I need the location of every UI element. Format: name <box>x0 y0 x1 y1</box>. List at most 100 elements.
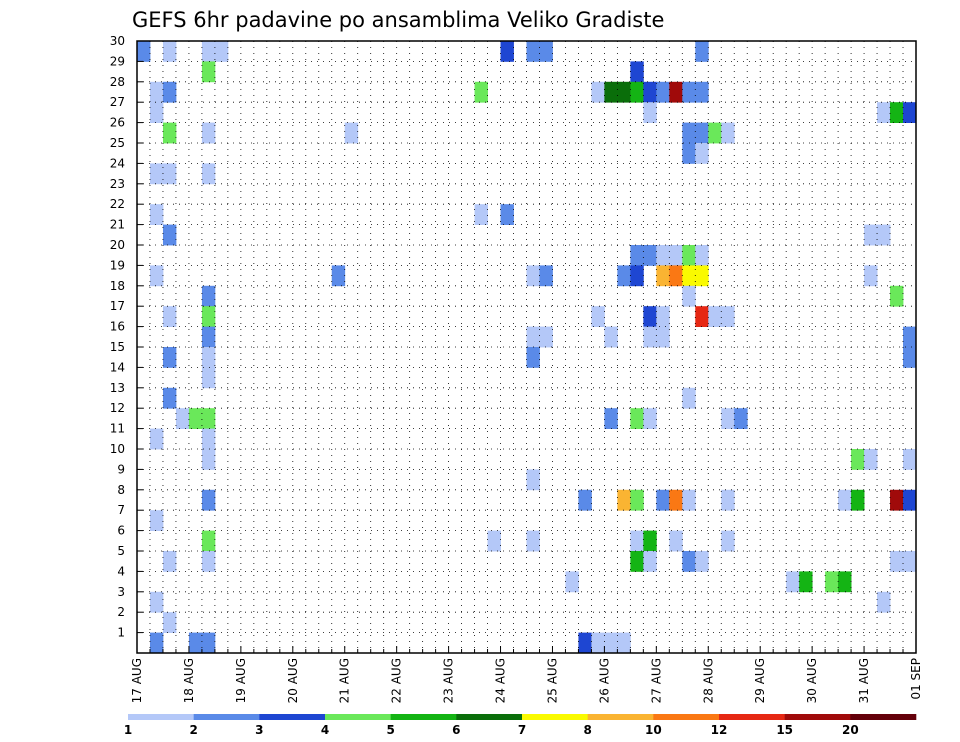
colorbar-label: 12 <box>711 723 728 737</box>
precip-cell <box>721 530 735 552</box>
precip-cell <box>864 265 878 287</box>
precip-cell <box>786 571 800 593</box>
precip-cell <box>162 224 177 246</box>
y-tick-label: 12 <box>110 401 125 415</box>
y-tick-label: 14 <box>110 360 125 374</box>
precip-cell <box>201 41 216 62</box>
precip-cell <box>656 306 670 327</box>
precip-cell <box>656 265 670 287</box>
y-tick-label: 3 <box>117 585 125 599</box>
x-axis-tick-labels: 17 AUG 18 AUG 19 AUG 20 AUG 21 AUG 22 AUG 23 A… <box>130 658 923 703</box>
precip-cell <box>474 204 488 225</box>
colorbar-swatch <box>719 714 785 720</box>
x-tick-label: 27 AUG <box>649 658 663 703</box>
precip-cell <box>526 530 540 552</box>
precip-cell <box>695 143 709 164</box>
precip-cell <box>487 530 501 552</box>
precip-cell <box>500 204 514 225</box>
colorbar-label: 20 <box>842 723 859 737</box>
precip-cell <box>630 408 644 429</box>
precip-cell <box>708 122 722 144</box>
y-tick-label: 7 <box>117 503 125 517</box>
colorbar-swatch <box>193 714 260 720</box>
precip-cell <box>591 306 605 327</box>
precip-cell <box>604 408 618 429</box>
x-tick-label: 18 AUG <box>182 658 196 703</box>
precip-cell <box>721 122 735 144</box>
precip-cell <box>188 632 203 654</box>
y-tick-label: 18 <box>110 279 125 293</box>
precip-cell <box>201 122 216 144</box>
x-tick-label: 28 AUG <box>701 658 715 703</box>
precip-cell <box>643 530 657 552</box>
precip-cell <box>669 81 683 103</box>
precip-cell <box>578 632 592 654</box>
precip-cell <box>903 449 917 470</box>
colorbar-label: 15 <box>776 723 793 737</box>
precip-cell <box>162 163 177 185</box>
precip-cell <box>643 326 657 348</box>
precip-cell <box>708 306 722 327</box>
y-tick-label: 8 <box>117 483 125 497</box>
precip-cell <box>656 326 670 348</box>
precip-cell <box>162 122 177 144</box>
precip-cell <box>656 489 670 511</box>
precip-cell <box>890 102 904 123</box>
precip-cell <box>630 245 644 266</box>
x-tick-label: 19 AUG <box>234 658 248 703</box>
precip-cell <box>630 530 644 552</box>
precip-cell <box>643 102 657 123</box>
colorbar-label: 2 <box>189 723 197 737</box>
precip-cell <box>201 530 216 552</box>
y-tick-label: 9 <box>117 462 125 476</box>
precip-cell <box>799 571 813 593</box>
y-tick-label: 1 <box>117 626 125 640</box>
precip-cell <box>903 102 917 123</box>
y-tick-label: 26 <box>110 116 125 130</box>
precip-cell <box>643 551 657 572</box>
precip-cell <box>890 285 904 307</box>
x-tick-label: 17 AUG <box>130 658 144 703</box>
precip-cell <box>682 265 696 287</box>
precip-cell <box>617 265 631 287</box>
precip-cell <box>682 285 696 307</box>
colorbar-swatch <box>128 714 194 720</box>
colorbar-label: 4 <box>321 723 329 737</box>
precip-cell <box>682 551 696 572</box>
precip-cell <box>695 265 709 287</box>
colorbar-swatch <box>587 714 654 720</box>
precip-cell <box>331 265 346 287</box>
precip-cell <box>877 102 891 123</box>
colorbar-label: 3 <box>255 723 263 737</box>
y-tick-label: 27 <box>110 95 125 109</box>
x-tick-label: 26 AUG <box>597 658 611 703</box>
precip-cell <box>682 245 696 266</box>
precip-cell <box>695 41 709 62</box>
y-tick-label: 22 <box>110 197 125 211</box>
precip-cell <box>734 408 748 429</box>
precip-cell <box>188 408 203 429</box>
grid-lines <box>137 41 916 653</box>
x-tick-label: 30 AUG <box>805 658 819 703</box>
precip-cell <box>565 571 579 593</box>
precip-cell <box>851 449 865 470</box>
axis-ticks <box>136 40 917 654</box>
precip-cell <box>695 81 709 103</box>
x-tick-label: 25 AUG <box>545 658 559 703</box>
y-tick-label: 11 <box>110 422 125 436</box>
y-tick-label: 16 <box>110 320 125 334</box>
colorbar-swatch <box>522 714 588 720</box>
precip-cell <box>137 41 151 62</box>
heatmap-cells <box>137 41 917 654</box>
x-tick-label: 24 AUG <box>494 658 508 703</box>
chart-title: GEFS 6hr padavine po ansamblima Veliko G… <box>132 8 664 32</box>
precip-cell <box>201 326 216 348</box>
precip-cell <box>175 408 190 429</box>
y-tick-label: 6 <box>117 524 125 538</box>
x-tick-label: 22 AUG <box>390 658 404 703</box>
y-tick-label: 17 <box>110 299 125 313</box>
precip-cell <box>617 632 631 654</box>
y-tick-label: 23 <box>110 177 125 191</box>
precip-cell <box>201 449 216 470</box>
